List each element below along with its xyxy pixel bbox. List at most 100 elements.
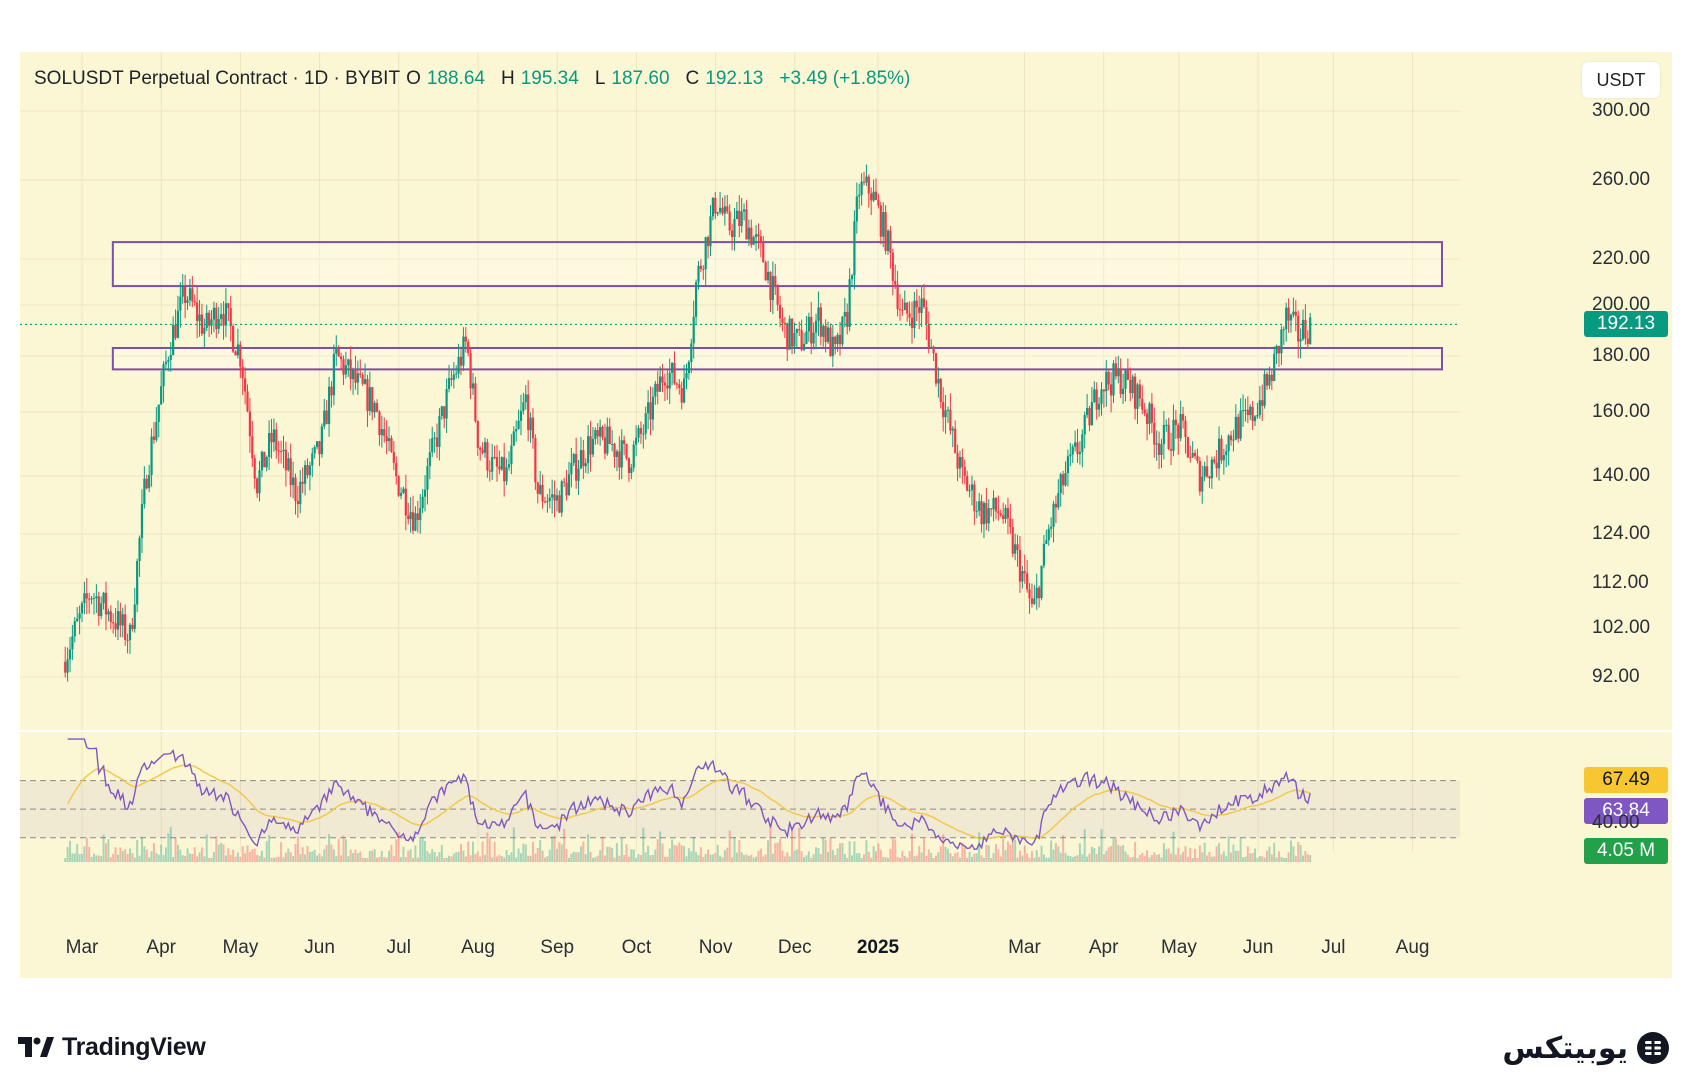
- volume-bar: [546, 856, 549, 862]
- candle-body: [805, 331, 808, 344]
- volume-bar: [1035, 849, 1038, 862]
- candle: [95, 584, 98, 613]
- candle-body: [582, 450, 585, 467]
- volume-bar: [301, 847, 304, 862]
- candle: [435, 423, 439, 459]
- candle-body: [287, 458, 290, 471]
- candle-body: [654, 383, 657, 397]
- volume-bar: [1222, 851, 1225, 862]
- candle: [90, 595, 93, 605]
- candle: [1157, 431, 1161, 469]
- volume-bar: [460, 844, 463, 862]
- candle-body: [877, 200, 880, 206]
- candle-body: [1292, 311, 1295, 315]
- candle: [711, 197, 714, 221]
- candle-body: [342, 359, 345, 375]
- candle: [642, 424, 645, 449]
- candle-body: [970, 484, 974, 491]
- volume-bar: [800, 851, 803, 862]
- candle: [287, 452, 290, 472]
- candle-body: [519, 410, 523, 421]
- volume-bar: [543, 857, 546, 862]
- ubitex-logo[interactable]: یوبیتکس: [1502, 1030, 1670, 1066]
- volume-bar: [126, 854, 129, 862]
- candle-body: [275, 429, 278, 451]
- volume-bar: [102, 834, 105, 862]
- candle: [675, 382, 679, 390]
- volume-bar: [937, 852, 940, 862]
- candle: [263, 451, 266, 468]
- tradingview-logo[interactable]: TradingView: [18, 1030, 206, 1064]
- candle: [524, 385, 527, 410]
- volume-bar: [1026, 853, 1029, 862]
- candle-body: [368, 387, 371, 411]
- candle: [716, 211, 719, 217]
- candle-body: [1196, 456, 1199, 461]
- volume-bar: [1105, 850, 1108, 862]
- candle-body: [282, 449, 285, 452]
- volume-bar: [673, 844, 676, 862]
- volume-bar: [524, 844, 527, 862]
- candle: [399, 487, 403, 500]
- volume-bar: [944, 846, 947, 862]
- candle: [397, 475, 400, 498]
- rsi-badge: 63.84: [1584, 798, 1668, 825]
- candle-body: [776, 285, 779, 305]
- candle: [306, 458, 309, 479]
- volume-bar: [359, 851, 362, 862]
- candle: [908, 301, 911, 327]
- candle-body: [416, 513, 419, 520]
- high-label: H: [500, 68, 515, 89]
- candle: [1131, 374, 1134, 399]
- candle-body: [579, 450, 583, 469]
- volume-bar: [536, 847, 539, 862]
- candle-body: [572, 454, 575, 463]
- candle-body: [220, 314, 223, 320]
- price-unit-button[interactable]: USDT: [1582, 62, 1660, 98]
- volume-bar: [810, 857, 813, 862]
- volume-bar: [817, 848, 820, 862]
- candle: [342, 355, 345, 385]
- candle: [361, 372, 364, 386]
- candle: [671, 362, 674, 386]
- candle-body: [517, 420, 520, 429]
- candle: [104, 581, 108, 631]
- candle: [428, 438, 431, 480]
- candle: [687, 360, 690, 380]
- candle-body: [76, 618, 79, 622]
- volume-bar: [1177, 847, 1180, 862]
- candle-body: [363, 379, 367, 384]
- volume-bar: [663, 856, 666, 862]
- volume-bar: [248, 851, 251, 862]
- volume-bar: [1302, 855, 1305, 862]
- volume-bar: [193, 847, 196, 862]
- candle: [1042, 535, 1046, 569]
- candle: [1273, 346, 1276, 382]
- chart-container[interactable]: SOLUSDT Perpetual Contract · 1D · BYBIT …: [20, 52, 1672, 978]
- volume-bar: [1234, 850, 1237, 862]
- price-chart-svg[interactable]: [20, 52, 1672, 978]
- volume-bar: [1287, 852, 1290, 862]
- candle: [1129, 367, 1132, 402]
- price-tick-label: 160.00: [1592, 401, 1651, 422]
- candle: [954, 420, 957, 454]
- candle: [488, 460, 491, 482]
- volume-bar: [1086, 856, 1089, 862]
- candle: [1309, 312, 1312, 345]
- candle-body: [452, 374, 455, 380]
- candle-body: [759, 236, 762, 243]
- volume-bar: [1069, 855, 1072, 862]
- candle: [426, 457, 429, 505]
- candle: [723, 195, 726, 226]
- candle: [990, 508, 993, 517]
- candle-body: [1054, 503, 1058, 508]
- candle: [327, 376, 331, 437]
- candle: [692, 300, 695, 359]
- candle: [76, 607, 79, 623]
- candle: [469, 347, 472, 400]
- volume-bar: [846, 857, 849, 862]
- candle: [347, 358, 350, 377]
- volume-bar: [85, 837, 88, 862]
- candle-body: [1119, 368, 1122, 395]
- candle-body: [1047, 528, 1050, 541]
